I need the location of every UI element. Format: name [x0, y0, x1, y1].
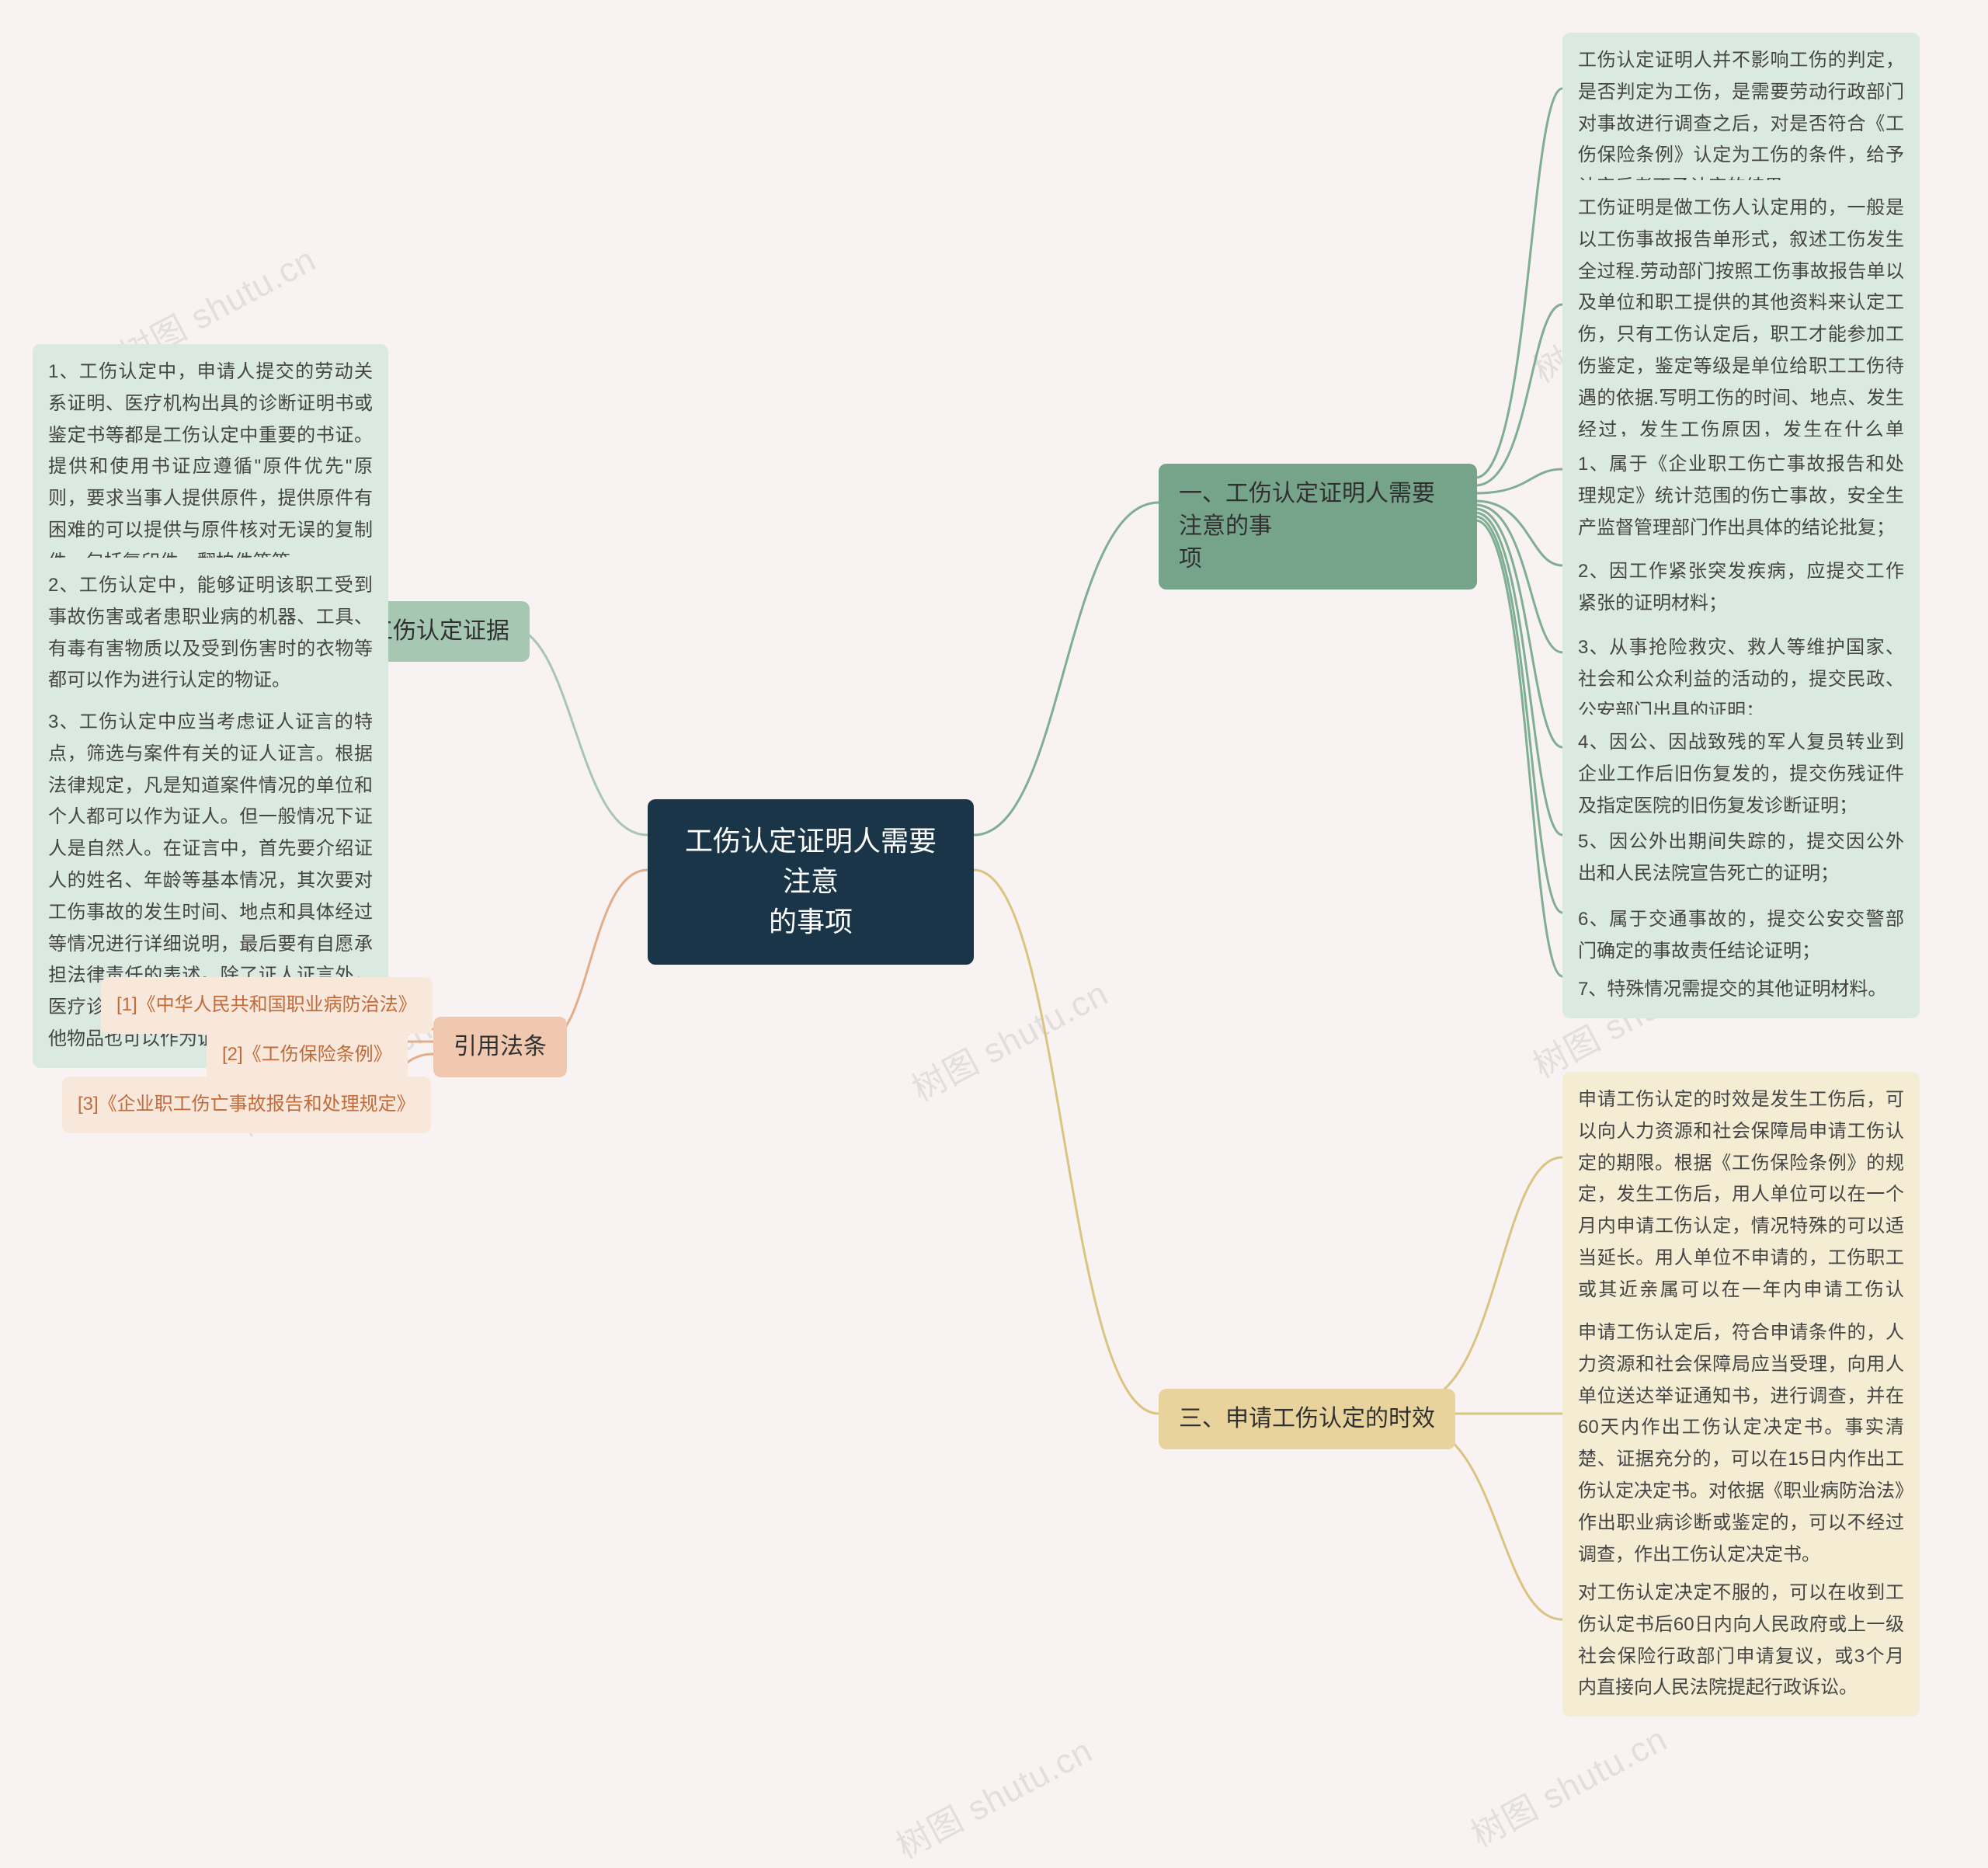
watermark: 树图 shutu.cn	[902, 966, 1115, 1111]
watermark: 树图 shutu.cn	[1461, 1712, 1674, 1857]
branch-one: 一、工伤认定证明人需要注意的事 项	[1159, 464, 1477, 590]
s3-p2: 申请工伤认定后，符合申请条件的，人力资源和社会保障局应当受理，向用人单位送达举证…	[1562, 1305, 1920, 1583]
root-line2: 的事项	[676, 902, 946, 942]
branch-one-line2: 项	[1179, 543, 1457, 576]
law-3: [3]《企业职工伤亡事故报告和处理规定》	[62, 1077, 431, 1133]
s1-i1: 1、属于《企业职工伤亡事故报告和处理规定》统计范围的伤亡事故，安全生产监督管理部…	[1562, 437, 1920, 556]
root-node: 工伤认定证明人需要注意 的事项	[648, 799, 974, 965]
root-line1: 工伤认定证明人需要注意	[676, 821, 946, 902]
watermark: 树图 shutu.cn	[886, 1724, 1100, 1868]
s1-i7: 7、特殊情况需提交的其他证明材料。	[1562, 962, 1920, 1018]
branch-four-label: 引用法条	[454, 1034, 547, 1059]
s1-i5: 5、因公外出期间失踪的，提交因公外出和人民法院宣告死亡的证明；	[1562, 814, 1920, 903]
branch-three-label: 三、申请工伤认定的时效	[1179, 1406, 1435, 1431]
branch-one-line1: 一、工伤认定证明人需要注意的事	[1179, 478, 1457, 543]
s2-p1: 1、工伤认定中，申请人提交的劳动关系证明、医疗机构出具的诊断证明书或鉴定书等都是…	[33, 344, 388, 591]
law-2: [2]《工伤保险条例》	[207, 1027, 408, 1084]
law-1: [1]《中华人民共和国职业病防治法》	[101, 977, 433, 1034]
branch-four: 引用法条	[433, 1017, 567, 1077]
s2-p2: 2、工伤认定中，能够证明该职工受到事故伤害或者患职业病的机器、工具、有毒有害物质…	[33, 558, 388, 709]
branch-three: 三、申请工伤认定的时效	[1159, 1389, 1455, 1449]
s3-p3: 对工伤认定决定不服的，可以在收到工伤认定书后60日内向人民政府或上一级社会保险行…	[1562, 1565, 1920, 1717]
s1-i2: 2、因工作紧张突发疾病，应提交工作紧张的证明材料；	[1562, 544, 1920, 632]
